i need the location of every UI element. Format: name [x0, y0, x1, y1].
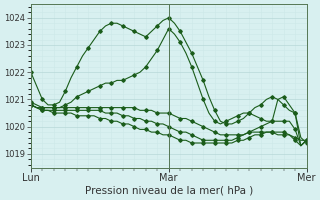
X-axis label: Pression niveau de la mer( hPa ): Pression niveau de la mer( hPa ) — [84, 186, 253, 196]
